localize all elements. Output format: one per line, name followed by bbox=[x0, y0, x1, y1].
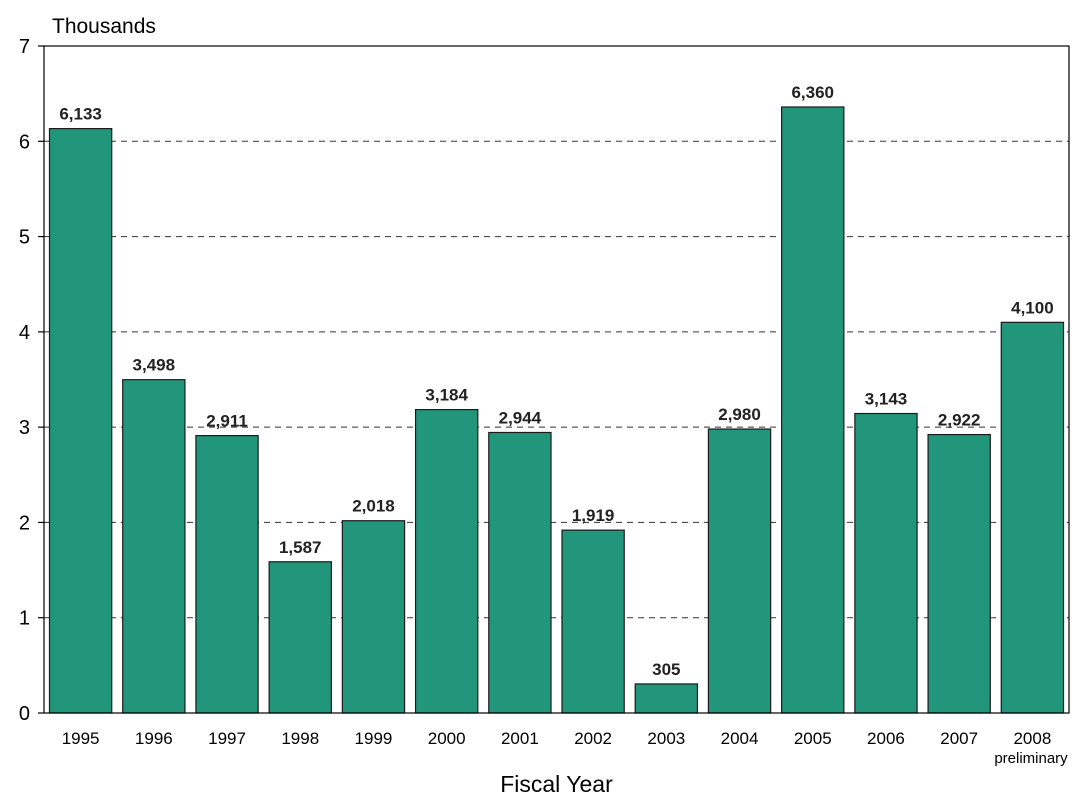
bar bbox=[414, 409, 479, 714]
bar bbox=[707, 428, 772, 714]
bar-value-label: 305 bbox=[652, 660, 680, 679]
bar bbox=[268, 561, 332, 714]
x-tick-label: 1995 bbox=[62, 729, 100, 748]
bars: 6,133 3,498 2,911 1,587 2,018 3,184 2,944 1,919… bbox=[48, 83, 1065, 714]
bar bbox=[122, 379, 186, 714]
y-tick-label: 1 bbox=[19, 608, 30, 630]
bar bbox=[341, 520, 406, 714]
plot-frame bbox=[43, 45, 1070, 714]
x-tick-label: 1999 bbox=[355, 729, 393, 748]
bar-value-label: 6,360 bbox=[791, 83, 834, 102]
x-tick-label: 2004 bbox=[721, 729, 759, 748]
y-tick-label: 6 bbox=[19, 131, 30, 153]
bar bbox=[561, 529, 625, 714]
x-tick-label: 2007 bbox=[940, 729, 978, 748]
bar-value-label: 1,587 bbox=[279, 538, 322, 557]
y-tick-label: 4 bbox=[19, 322, 30, 344]
x-axis-ticks: 1995 1996 1997 1998 1999 2000 2001 2002 2003 2004… bbox=[62, 729, 1068, 767]
bar-value-label: 3,498 bbox=[133, 356, 176, 375]
x-tick-label: 2003 bbox=[647, 729, 685, 748]
bar-value-label: 6,133 bbox=[59, 105, 102, 124]
x-tick-label: 1997 bbox=[208, 729, 246, 748]
x-tick-label: 2005 bbox=[794, 729, 832, 748]
x-tick-label: 1998 bbox=[281, 729, 319, 748]
bar-value-label: 2,922 bbox=[938, 411, 981, 430]
x-tick-label: 2006 bbox=[867, 729, 905, 748]
y-tick-label: 0 bbox=[19, 703, 30, 725]
bar bbox=[1000, 321, 1065, 714]
bar-value-label: 3,143 bbox=[865, 390, 908, 409]
x-tick-label: 2000 bbox=[428, 729, 466, 748]
bar-value-label: 2,018 bbox=[352, 497, 395, 516]
x-tick-sublabel: preliminary bbox=[994, 750, 1068, 767]
x-tick-label: 2008 bbox=[1013, 729, 1051, 748]
bar-value-label: 4,100 bbox=[1011, 298, 1054, 317]
bar bbox=[854, 412, 918, 714]
y-tick-label: 5 bbox=[19, 227, 30, 249]
bar bbox=[781, 106, 845, 714]
y-tick-label: 3 bbox=[19, 417, 30, 439]
bar-value-label: 2,911 bbox=[206, 412, 248, 431]
y-tick-label: 2 bbox=[19, 512, 30, 534]
bar bbox=[927, 433, 991, 714]
x-tick-label: 1996 bbox=[135, 729, 173, 748]
y-unit-label: Thousands bbox=[52, 15, 156, 38]
bar-value-label: 3,184 bbox=[425, 386, 468, 405]
bar bbox=[634, 683, 699, 714]
bar bbox=[488, 431, 552, 714]
x-axis-title: Fiscal Year bbox=[500, 771, 613, 796]
y-tick-label: 7 bbox=[19, 36, 30, 58]
bar-value-label: 1,919 bbox=[572, 506, 615, 525]
x-tick-label: 2001 bbox=[501, 729, 539, 748]
bar-value-label: 2,944 bbox=[499, 408, 542, 427]
bar-value-label: 2,980 bbox=[718, 405, 761, 424]
y-axis-ticks: 0 1 2 3 4 5 6 7 bbox=[19, 36, 44, 725]
x-tick-label: 2002 bbox=[574, 729, 612, 748]
bar bbox=[195, 435, 259, 714]
bar bbox=[48, 128, 113, 714]
